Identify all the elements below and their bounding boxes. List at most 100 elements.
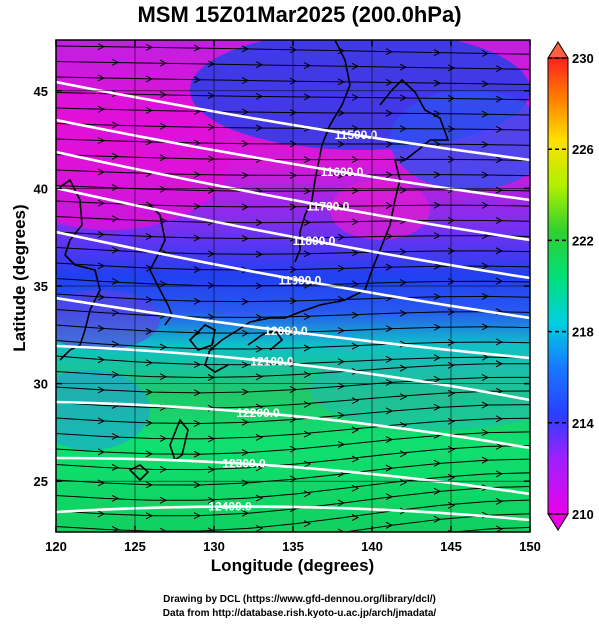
- colorbar-tick-label: 214: [572, 416, 594, 431]
- streamline-arrowhead: [193, 76, 202, 84]
- streamline-arrowhead: [337, 327, 346, 335]
- streamline-arrowhead: [351, 426, 360, 434]
- streamline-arrowhead: [385, 407, 394, 415]
- y-tick-label: 25: [34, 474, 48, 489]
- streamline-arrowhead: [303, 371, 312, 379]
- streamline-arrowhead: [145, 138, 154, 146]
- streamline-arrowhead: [399, 248, 408, 256]
- contour-label: 11700.0: [307, 199, 350, 213]
- streamline-arrowhead: [447, 445, 456, 453]
- colorbar-tick-label: 226: [572, 142, 594, 157]
- streamline-arrowhead: [495, 442, 504, 450]
- streamline-arrowhead: [159, 122, 168, 130]
- streamline-arrowhead: [193, 44, 202, 52]
- streamline-arrowhead: [241, 449, 250, 457]
- colorbar-tick-label: 222: [572, 233, 594, 248]
- streamline-arrowhead: [159, 465, 168, 473]
- streamline-arrowhead: [351, 342, 360, 350]
- streamline-arrowhead: [303, 490, 312, 498]
- x-tick-label: 125: [124, 539, 146, 554]
- streamline-arrowhead: [111, 340, 120, 348]
- streamline-arrowhead: [385, 464, 394, 472]
- contour-label: 12200.0: [236, 406, 280, 420]
- streamline-arrowhead: [145, 327, 154, 335]
- streamline-arrowhead: [193, 297, 202, 305]
- colorbar: 210 214 218 222 226 230: [547, 41, 594, 531]
- streamline-arrowhead: [289, 46, 298, 54]
- streamline-arrowhead: [481, 171, 490, 179]
- contour-label: 11800.0: [293, 234, 336, 248]
- streamline-arrowhead: [385, 171, 394, 179]
- streamline-arrowhead: [481, 456, 490, 464]
- streamline-arrowhead: [481, 110, 490, 118]
- streamline-arrowhead: [193, 481, 202, 489]
- streamline-arrowhead: [111, 371, 120, 378]
- streamline-arrowhead: [337, 441, 346, 448]
- streamline-arrowhead: [481, 401, 490, 409]
- streamline-arrowhead: [337, 382, 346, 390]
- streamline-arrowhead: [447, 389, 456, 397]
- streamline-arrowhead: [97, 417, 106, 425]
- streamline-arrowhead: [495, 338, 504, 346]
- streamline-arrowhead: [385, 232, 394, 240]
- contour-label: 11600.0: [321, 165, 364, 179]
- streamline-arrowhead: [481, 292, 490, 300]
- streamline-arrowhead: [303, 400, 312, 408]
- streamline-arrowhead: [241, 388, 250, 396]
- streamline-arrowhead: [97, 199, 106, 207]
- streamline-arrowhead: [481, 201, 490, 209]
- streamline-arrowhead: [385, 79, 394, 86]
- streamline-arrowhead: [385, 202, 394, 210]
- streamline-arrowhead: [495, 125, 504, 133]
- streamline-arrowhead: [385, 325, 394, 333]
- colorbar-tick-label: 230: [572, 51, 594, 66]
- contour-label: 12100.0: [250, 355, 294, 369]
- streamline-arrowhead: [193, 266, 202, 274]
- streamline-arrowhead: [447, 247, 456, 255]
- streamline-arrowhead: [241, 509, 250, 517]
- contour-label: 12400.0: [208, 500, 252, 514]
- streamline-arrowhead: [193, 512, 202, 520]
- streamline-arrowhead: [159, 343, 168, 351]
- streamline-arrowhead: [399, 94, 408, 102]
- colorbar-max-arrow: [547, 41, 569, 59]
- streamline-arrowhead: [433, 262, 442, 270]
- x-tick-label: 140: [361, 539, 383, 554]
- contour-label: 12000.0: [264, 324, 308, 338]
- streamline-arrowhead: [97, 324, 106, 332]
- streamline-arrowhead: [433, 232, 442, 240]
- streamline-arrowhead: [255, 373, 264, 381]
- streamline-arrowhead: [111, 432, 120, 440]
- streamline-arrowhead: [255, 219, 264, 227]
- streamline-arrowhead: [159, 496, 168, 504]
- streamline-arrowhead: [481, 374, 490, 381]
- streamline-arrowhead: [495, 156, 504, 164]
- streamline-arrowhead: [433, 403, 442, 411]
- streamline-arrowhead: [447, 216, 456, 224]
- x-tick-label: 150: [519, 539, 541, 554]
- streamline-arrowhead: [303, 281, 312, 289]
- y-axis-label: Latitude (degrees): [10, 204, 29, 352]
- streamline-arrowhead: [159, 154, 168, 162]
- streamline-arrowhead: [111, 215, 120, 223]
- streamline-arrowhead: [337, 78, 346, 86]
- streamline-arrowhead: [400, 537, 406, 543]
- streamline-arrowhead: [289, 77, 298, 85]
- streamline-arrowhead: [255, 124, 264, 132]
- streamline-arrowhead: [495, 497, 504, 505]
- streamline-arrowhead: [255, 250, 264, 258]
- streamline-arrowhead: [447, 417, 456, 425]
- streamline-arrowhead: [111, 278, 120, 285]
- streamline-arrowhead: [433, 79, 442, 87]
- streamline-arrowhead: [447, 64, 456, 72]
- streamline-arrowhead: [97, 293, 106, 301]
- streamline-arrowhead: [481, 141, 490, 149]
- streamline-arrowhead: [145, 264, 154, 272]
- streamline-arrowhead: [495, 415, 504, 423]
- streamline-arrowhead: [289, 415, 298, 423]
- streamline-arrowhead: [433, 459, 442, 467]
- streamline-arrowhead: [146, 544, 152, 550]
- colorbar-min-arrow: [547, 513, 569, 531]
- streamline-arrowhead: [289, 445, 298, 453]
